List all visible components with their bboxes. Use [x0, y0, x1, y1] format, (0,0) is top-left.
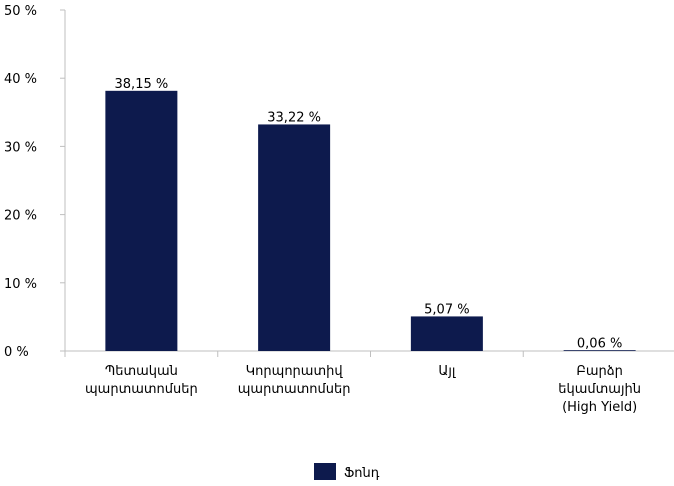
category-label: պարտատոմսեր — [238, 382, 351, 397]
data-label: 33,22 % — [267, 110, 321, 125]
y-tick-label: 20 % — [4, 209, 37, 224]
category-label: Այլ — [438, 364, 455, 379]
bar — [105, 90, 178, 351]
category-label: եկամտային — [558, 382, 641, 397]
y-tick-label: 40 % — [4, 72, 37, 87]
y-tick-label: 10 % — [4, 277, 37, 292]
category-labels: Պետական պարտատոմսեր Կորպորատիվ պարտատոմսեր Ա… — [85, 364, 641, 415]
category-label: Կորպորատիվ — [246, 364, 344, 379]
axes: 0 % 10 % 20 % 30 % 40 % 50 % — [4, 4, 674, 360]
bars — [105, 90, 636, 351]
y-tick-label: 30 % — [4, 140, 37, 155]
data-label: 0,06 % — [577, 337, 622, 352]
legend-label: Ֆոնդ — [344, 466, 380, 481]
category-label: Պետական — [105, 364, 178, 379]
category-label: (High Yield) — [562, 400, 637, 415]
bar — [258, 124, 331, 351]
bar — [410, 316, 483, 351]
data-labels: 38,15 % 33,22 % 5,07 % 0,06 % — [115, 77, 623, 352]
legend-swatch — [314, 463, 336, 480]
data-label: 5,07 % — [424, 302, 469, 317]
category-label: պարտատոմսեր — [85, 382, 198, 397]
data-label: 38,15 % — [115, 77, 169, 92]
legend: Ֆոնդ — [314, 463, 380, 481]
y-tick-label: 0 % — [4, 345, 29, 360]
bar — [563, 350, 636, 351]
y-tick-label: 50 % — [4, 4, 37, 19]
category-label: Բարձր — [576, 364, 623, 379]
